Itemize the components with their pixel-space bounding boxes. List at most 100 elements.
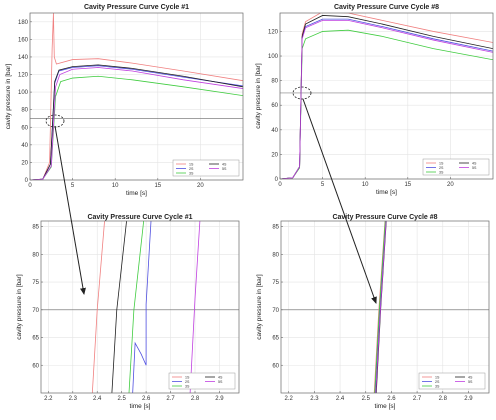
- zoom-arrow-left: [54, 125, 86, 295]
- x-tick-label: 15: [404, 182, 411, 188]
- chart-title: Cavity Pressure Curve Cycle #1: [84, 4, 189, 11]
- legend-label: 4S: [468, 375, 473, 379]
- x-tick-label: 0: [278, 182, 282, 188]
- axes-frame: [29, 12, 244, 181]
- series-line-3s: [128, 221, 145, 393]
- x-tick-label: 2.2: [285, 396, 294, 402]
- x-tick-label: 2.3: [310, 396, 319, 402]
- y-tick-label: 75: [272, 280, 279, 286]
- y-tick-label: 65: [272, 336, 279, 342]
- legend-box: [172, 159, 240, 177]
- y-tick-label: 120: [268, 29, 279, 35]
- x-axis-label: time [s]: [126, 190, 147, 197]
- legend-label: 3S: [435, 384, 440, 388]
- legend-label: 2S: [185, 380, 190, 384]
- legend-label: 4S: [222, 162, 227, 166]
- y-tick-label: 60: [272, 363, 279, 369]
- x-tick-label: 0: [28, 183, 32, 189]
- series-line-5s: [189, 221, 201, 393]
- y-tick-label: 65: [32, 336, 39, 342]
- y-axis-label: cavity pressure in [bar]: [5, 64, 12, 130]
- y-axis-label: cavity pressure in [bar]: [256, 274, 263, 340]
- chart-title: Cavity Pressure Curve Cycle #8: [334, 4, 439, 11]
- axes-frame: [40, 220, 240, 394]
- y-tick-label: 70: [32, 308, 39, 314]
- x-tick-label: 2.5: [362, 396, 371, 402]
- x-tick-label: 10: [112, 183, 119, 189]
- legend-label: 2S: [439, 166, 444, 170]
- legend-label: 1S: [185, 375, 190, 379]
- chart-title: Cavity Pressure Curve Cycle #1: [87, 214, 192, 221]
- x-axis-label: time [s]: [130, 403, 151, 410]
- y-tick-label: 0: [25, 178, 29, 184]
- legend-label: 5S: [222, 167, 227, 171]
- y-tick-label: 80: [271, 79, 278, 85]
- y-tick-label: 20: [21, 160, 28, 166]
- chart-1: 0 5 10 15 20 0 20 40 60 80 100 120 140 160 180 Cavity P…: [5, 4, 244, 197]
- y-tick-label: 75: [32, 280, 39, 286]
- y-tick-label: 40: [21, 143, 28, 149]
- x-tick-label: 10: [362, 182, 369, 188]
- legend-label: 2S: [189, 167, 194, 171]
- x-tick-label: 2.8: [191, 396, 200, 402]
- x-tick-label: 2.9: [464, 396, 473, 402]
- y-tick-label: 140: [18, 55, 29, 61]
- series-line-5s: [375, 221, 387, 393]
- y-tick-label: 20: [271, 152, 278, 158]
- plot-area: [280, 13, 493, 179]
- y-tick-label: 0: [275, 177, 279, 183]
- zoom-ellipse-right: [292, 86, 312, 100]
- series-line-5s: [30, 67, 243, 180]
- x-tick-label: 5: [71, 183, 75, 189]
- y-tick-label: 120: [18, 73, 29, 79]
- x-tick-label: 20: [197, 183, 204, 189]
- y-tick-label: 70: [272, 308, 279, 314]
- legend-box: [168, 372, 236, 390]
- series-line-4s: [30, 64, 243, 180]
- axes-frame: [280, 220, 490, 394]
- y-axis-label: cavity pressure in [bar]: [16, 274, 23, 340]
- x-tick-label: 2.5: [117, 396, 126, 402]
- x-tick-label: 2.4: [93, 396, 102, 402]
- chart-4: 2.2 2.3 2.4 2.5 2.6 2.7 2.8 2.9 60 65 70 75 80 85 Cavi…: [256, 214, 490, 410]
- plot-area: [30, 13, 243, 180]
- legend-box: [418, 372, 486, 390]
- legend-label: 1S: [189, 162, 194, 166]
- series-line-4s: [111, 221, 127, 393]
- y-tick-label: 100: [18, 90, 29, 96]
- x-tick-label: 20: [447, 182, 454, 188]
- x-tick-label: 2.7: [166, 396, 175, 402]
- legend-label: 5S: [218, 380, 223, 384]
- series-line-1s: [91, 221, 105, 393]
- y-axis-label: cavity pressure in [bar]: [255, 63, 262, 129]
- x-tick-label: 2.7: [413, 396, 422, 402]
- legend-label: 1S: [439, 161, 444, 165]
- y-tick-label: 160: [18, 37, 29, 43]
- legend-label: 3S: [185, 384, 190, 388]
- y-tick-label: 40: [271, 128, 278, 134]
- y-tick-label: 80: [272, 252, 279, 258]
- legend-label: 5S: [468, 380, 473, 384]
- x-tick-label: 5: [321, 182, 325, 188]
- series-line-5s: [280, 19, 493, 179]
- y-tick-label: 60: [32, 363, 39, 369]
- legend-label: 1S: [435, 375, 440, 379]
- y-tick-label: 85: [272, 225, 279, 231]
- zoom-arrow-right: [302, 98, 377, 304]
- y-tick-label: 85: [32, 225, 39, 231]
- x-tick-label: 2.6: [387, 396, 396, 402]
- x-axis-label: time [s]: [376, 189, 397, 196]
- x-tick-label: 15: [154, 183, 161, 189]
- legend-label: 4S: [472, 161, 477, 165]
- zoom-markers: [45, 86, 377, 304]
- series-line-1s: [30, 13, 243, 180]
- x-axis-label: time [s]: [375, 403, 396, 410]
- legend-label: 3S: [439, 170, 444, 174]
- y-tick-label: 80: [21, 108, 28, 114]
- y-tick-label: 100: [268, 54, 279, 60]
